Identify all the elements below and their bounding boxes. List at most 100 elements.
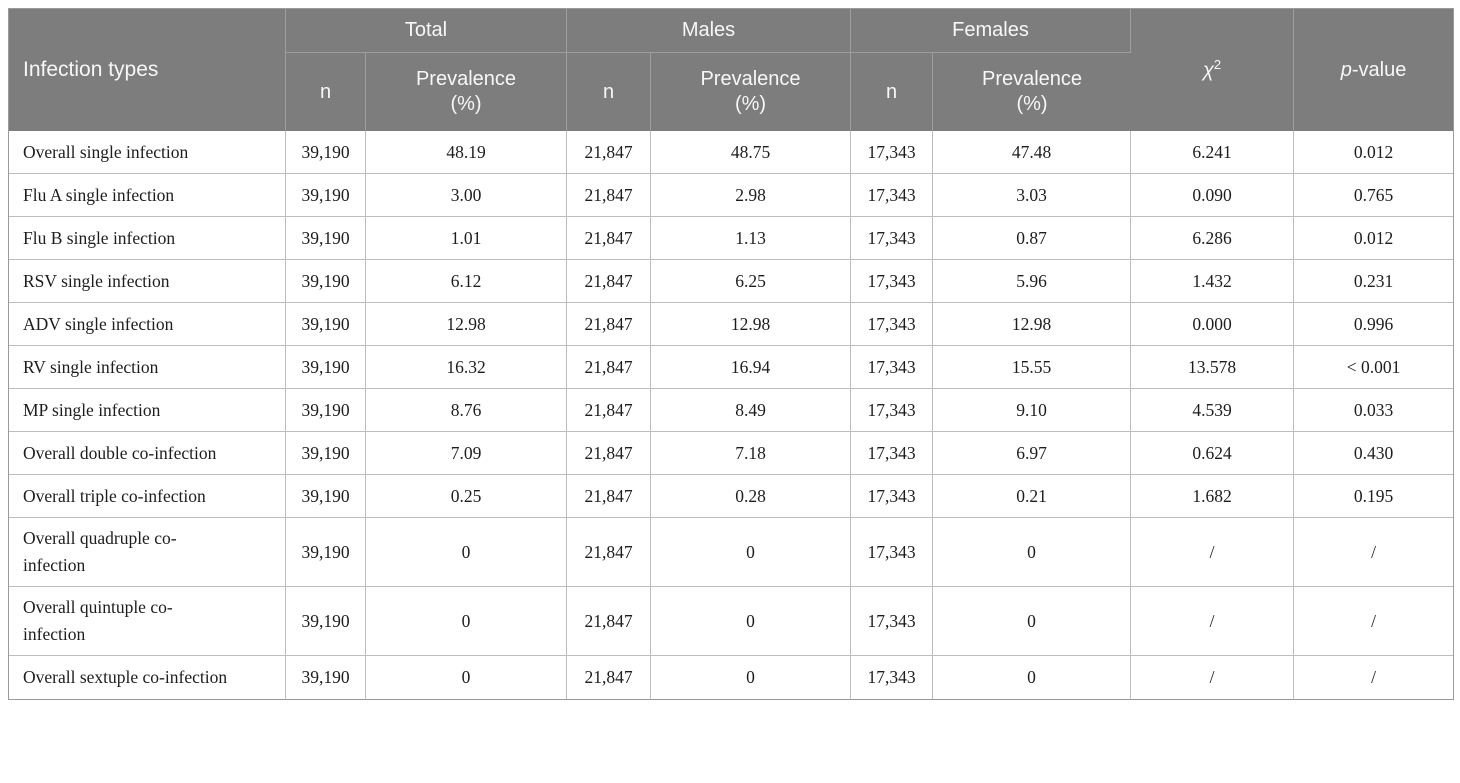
- cell-total-prevalence: 0: [366, 518, 567, 587]
- prevalence-label: Prevalence: [700, 68, 801, 90]
- cell-males-prevalence: 8.49: [651, 389, 852, 432]
- prevalence-label: Prevalence: [981, 68, 1083, 90]
- cell-infection-type: Overall single infection: [9, 131, 286, 174]
- cell-total-n: 39,190: [286, 389, 366, 432]
- header-chi-square: χ2: [1131, 9, 1295, 131]
- cell-males-n: 21,847: [567, 217, 651, 260]
- cell-total-prevalence: 8.76: [366, 389, 567, 432]
- cell-chi-square: 1.432: [1131, 260, 1295, 303]
- cell-females-prevalence: 47.48: [933, 131, 1132, 174]
- table-row: ADV single infection 39,190 12.98 21,847…: [9, 303, 1454, 346]
- cell-total-n: 39,190: [286, 303, 366, 346]
- cell-males-n: 21,847: [567, 518, 651, 587]
- cell-females-n: 17,343: [851, 475, 934, 518]
- infection-type-label: Overall quadruple co-infection: [23, 527, 177, 575]
- cell-females-prevalence: 0: [933, 587, 1132, 656]
- cell-total-n: 39,190: [286, 518, 366, 587]
- cell-infection-type: Overall triple co-infection: [9, 475, 286, 518]
- table-row: Overall quadruple co-infection 39,190 0 …: [9, 518, 1454, 587]
- cell-total-prevalence: 6.12: [366, 260, 567, 303]
- table-row: RV single infection 39,190 16.32 21,847 …: [9, 346, 1454, 389]
- cell-females-prevalence: 0: [933, 518, 1132, 587]
- cell-total-n: 39,190: [286, 432, 366, 475]
- cell-total-n: 39,190: [286, 260, 366, 303]
- cell-p-value: /: [1294, 587, 1454, 656]
- cell-males-n: 21,847: [567, 303, 651, 346]
- table-row: RSV single infection 39,190 6.12 21,847 …: [9, 260, 1454, 303]
- cell-infection-type: Overall double co-infection: [9, 432, 286, 475]
- cell-females-prevalence: 5.96: [933, 260, 1132, 303]
- cell-males-prevalence: 0: [651, 518, 852, 587]
- table-row: Flu B single infection 39,190 1.01 21,84…: [9, 217, 1454, 260]
- cell-males-n: 21,847: [567, 260, 651, 303]
- cell-total-prevalence: 16.32: [366, 346, 567, 389]
- cell-p-value: < 0.001: [1294, 346, 1454, 389]
- header-group-total: Total: [286, 9, 567, 53]
- table-row: Overall quintuple co-infection 39,190 0 …: [9, 587, 1454, 656]
- cell-females-n: 17,343: [851, 346, 934, 389]
- header-total-n: n: [286, 53, 366, 131]
- cell-chi-square: /: [1131, 656, 1295, 699]
- cell-females-prevalence: 12.98: [933, 303, 1132, 346]
- cell-females-prevalence: 0: [933, 656, 1132, 699]
- cell-females-prevalence: 0.87: [933, 217, 1132, 260]
- cell-p-value: 0.033: [1294, 389, 1454, 432]
- cell-males-n: 21,847: [567, 131, 651, 174]
- cell-chi-square: /: [1131, 587, 1295, 656]
- table-row: Overall triple co-infection 39,190 0.25 …: [9, 475, 1454, 518]
- prevalence-unit: (%): [734, 93, 767, 115]
- infection-type-label: Overall quintuple co-infection: [23, 596, 173, 644]
- cell-females-n: 17,343: [851, 131, 934, 174]
- cell-males-prevalence: 1.13: [651, 217, 852, 260]
- cell-total-n: 39,190: [286, 346, 366, 389]
- cell-p-value: 0.765: [1294, 174, 1454, 217]
- cell-infection-type: ADV single infection: [9, 303, 286, 346]
- cell-males-n: 21,847: [567, 346, 651, 389]
- cell-total-n: 39,190: [286, 131, 366, 174]
- header-males-n: n: [567, 53, 651, 131]
- cell-males-prevalence: 7.18: [651, 432, 852, 475]
- cell-males-n: 21,847: [567, 432, 651, 475]
- cell-chi-square: 0.624: [1131, 432, 1295, 475]
- cell-infection-type: RSV single infection: [9, 260, 286, 303]
- cell-total-n: 39,190: [286, 174, 366, 217]
- table-header: Infection types Total Males Females χ2 p…: [9, 9, 1454, 131]
- prevalence-unit: (%): [450, 93, 482, 115]
- cell-chi-square: /: [1131, 518, 1295, 587]
- cell-males-n: 21,847: [567, 389, 651, 432]
- table-body: Overall single infection 39,190 48.19 21…: [9, 131, 1454, 699]
- table-row: Overall single infection 39,190 48.19 21…: [9, 131, 1454, 174]
- cell-p-value: 0.231: [1294, 260, 1454, 303]
- cell-males-prevalence: 0: [651, 587, 852, 656]
- table-row: Flu A single infection 39,190 3.00 21,84…: [9, 174, 1454, 217]
- chi-exponent: 2: [1213, 57, 1222, 73]
- cell-females-prevalence: 6.97: [933, 432, 1132, 475]
- header-total-prevalence: Prevalence (%): [366, 53, 567, 131]
- header-group-males: Males: [567, 9, 852, 53]
- header-group-females: Females: [851, 9, 1132, 53]
- cell-females-n: 17,343: [851, 656, 934, 699]
- header-p-value: p-value: [1294, 9, 1454, 131]
- cell-p-value: /: [1294, 656, 1454, 699]
- cell-chi-square: 1.682: [1131, 475, 1295, 518]
- cell-males-prevalence: 2.98: [651, 174, 852, 217]
- cell-infection-type: Flu A single infection: [9, 174, 286, 217]
- cell-males-prevalence: 6.25: [651, 260, 852, 303]
- cell-chi-square: 13.578: [1131, 346, 1295, 389]
- cell-females-prevalence: 0.21: [933, 475, 1132, 518]
- cell-females-n: 17,343: [851, 518, 934, 587]
- cell-females-n: 17,343: [851, 303, 934, 346]
- cell-chi-square: 0.090: [1131, 174, 1295, 217]
- cell-total-prevalence: 0: [366, 656, 567, 699]
- p-symbol: p: [1340, 58, 1352, 81]
- header-males-prevalence: Prevalence (%): [651, 53, 852, 131]
- cell-total-prevalence: 3.00: [366, 174, 567, 217]
- cell-females-prevalence: 15.55: [933, 346, 1132, 389]
- infection-prevalence-table: Infection types Total Males Females χ2 p…: [8, 8, 1455, 700]
- cell-males-n: 21,847: [567, 475, 651, 518]
- cell-females-prevalence: 9.10: [933, 389, 1132, 432]
- table-row: Overall double co-infection 39,190 7.09 …: [9, 432, 1454, 475]
- cell-p-value: 0.430: [1294, 432, 1454, 475]
- cell-males-prevalence: 12.98: [651, 303, 852, 346]
